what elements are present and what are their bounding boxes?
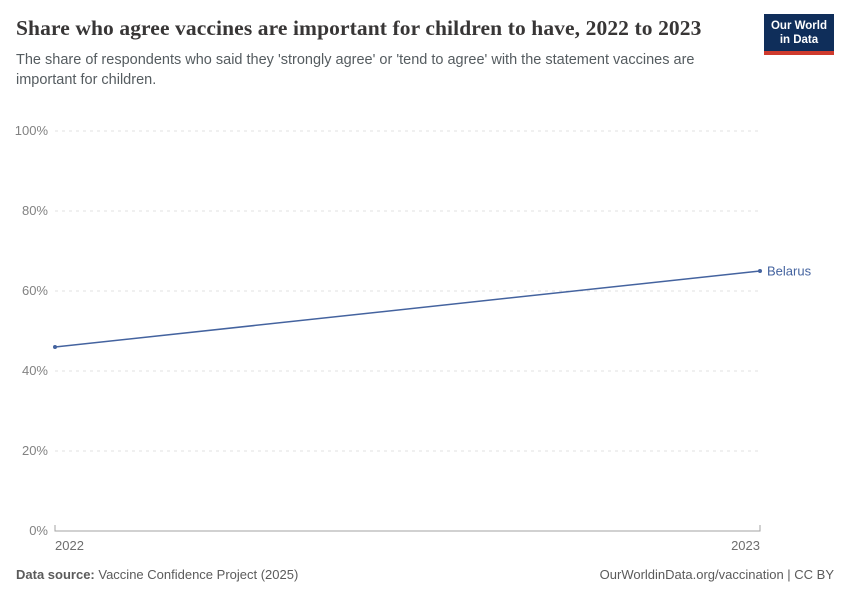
data-source: Data source: Vaccine Confidence Project … xyxy=(16,566,298,583)
series-label-belarus[interactable]: Belarus xyxy=(767,264,812,279)
logo-line-1: Our World xyxy=(770,20,827,32)
y-tick-label-20: 20% xyxy=(21,443,48,458)
owid-logo[interactable]: Our World in Data xyxy=(763,14,834,55)
data-point-belarus-2022[interactable] xyxy=(53,345,57,349)
x-tick-label-2023: 2023 xyxy=(731,538,760,553)
chart-header: Share who agree vaccines are important f… xyxy=(16,13,834,90)
chart-footer: Data source: Vaccine Confidence Project … xyxy=(16,566,834,583)
y-tick-label-0: 0% xyxy=(29,523,48,538)
data-point-belarus-2023[interactable] xyxy=(758,269,762,273)
data-source-label: Data source: xyxy=(16,567,95,582)
x-axis-line xyxy=(54,525,761,532)
credit-link[interactable]: OurWorldinData.org/vaccination | CC BY xyxy=(599,567,834,582)
y-tick-label-80: 80% xyxy=(21,203,48,218)
y-tick-label-40: 40% xyxy=(21,363,48,378)
title-block: Share who agree vaccines are important f… xyxy=(16,13,756,90)
chart-title: Share who agree vaccines are important f… xyxy=(16,16,702,40)
x-tick-label-2022: 2022 xyxy=(55,538,84,553)
chart-subtitle: The share of respondents who said they '… xyxy=(16,52,695,88)
logo-line-2: in Data xyxy=(779,34,819,46)
data-source-value: Vaccine Confidence Project (2025) xyxy=(98,567,299,582)
y-tick-label-60: 60% xyxy=(21,283,48,298)
y-tick-label-100: 100% xyxy=(14,123,48,138)
series-line-belarus[interactable] xyxy=(54,270,761,348)
